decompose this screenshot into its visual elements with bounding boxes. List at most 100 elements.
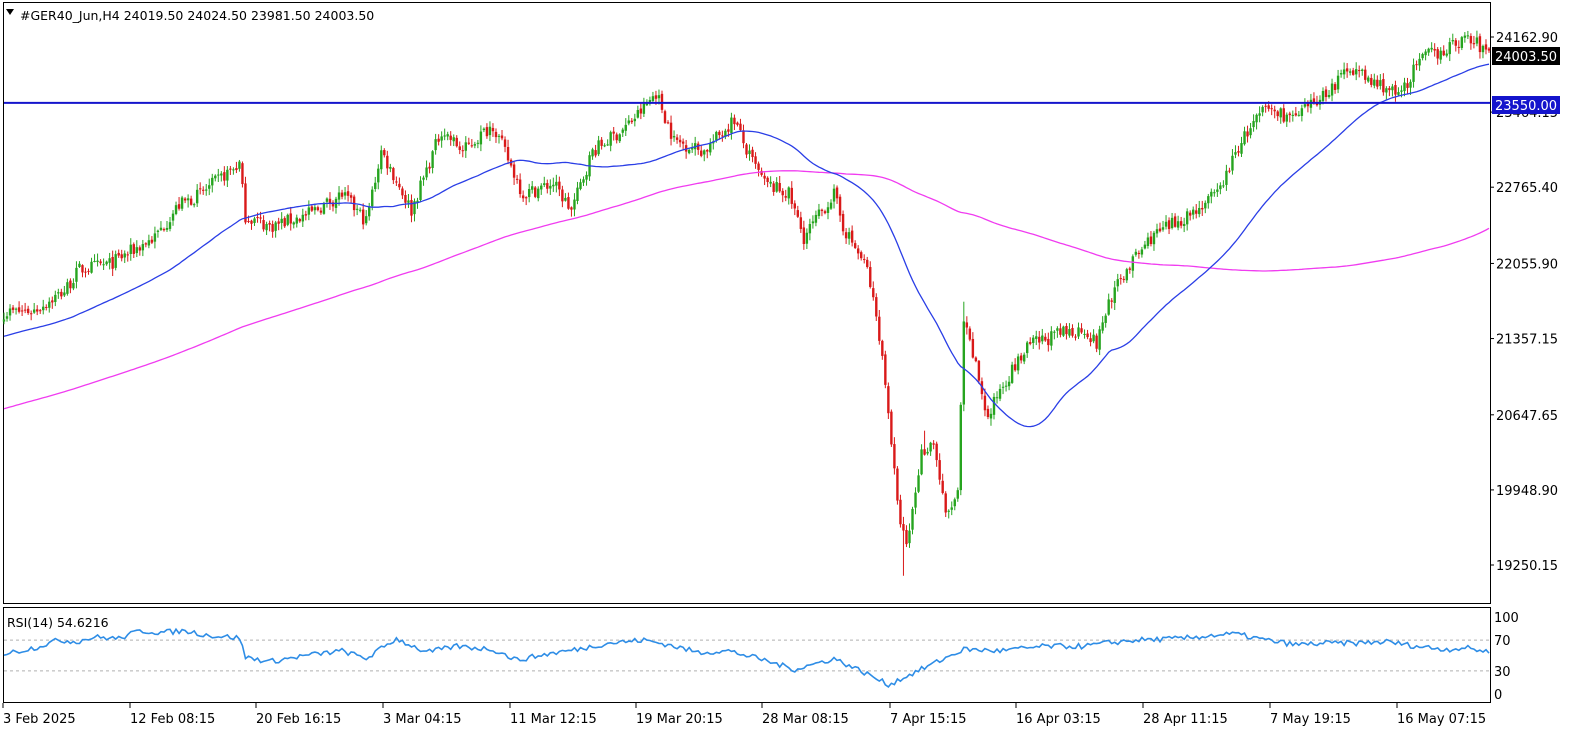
candle-body: [1469, 36, 1473, 44]
candle-body: [558, 181, 561, 190]
candle-body: [470, 145, 474, 147]
candle-body: [1400, 90, 1403, 92]
candle-body: [1170, 217, 1174, 229]
candle-body: [69, 280, 72, 289]
candle-body: [229, 168, 232, 170]
candle-body: [766, 177, 769, 183]
candle-body: [1358, 70, 1361, 72]
candle-body: [431, 151, 434, 168]
candle-body: [443, 135, 446, 137]
candle-body: [950, 507, 953, 510]
candle-body: [144, 243, 148, 245]
candle-body: [404, 195, 407, 203]
candle-body: [663, 111, 667, 123]
candle-body: [709, 143, 712, 153]
candle-body: [416, 200, 419, 203]
candle-body: [1007, 381, 1011, 387]
candle-body: [748, 150, 751, 155]
candle-body: [802, 227, 806, 245]
candle-body: [42, 306, 45, 311]
candle-body: [666, 122, 670, 124]
candle-body: [866, 259, 869, 267]
candle-body: [1421, 54, 1424, 59]
candle-body: [434, 139, 437, 151]
candle-body: [1022, 354, 1026, 362]
candle-body: [778, 182, 781, 192]
candle-body: [847, 232, 851, 239]
candle-body: [974, 357, 978, 362]
candle-body: [700, 150, 703, 156]
candle-body: [820, 209, 824, 212]
candle-body: [706, 150, 709, 152]
candle-body: [754, 156, 757, 164]
candle-body: [99, 261, 102, 264]
candle-body: [78, 263, 81, 268]
candle-body: [781, 190, 784, 196]
candle-body: [1188, 212, 1192, 216]
rsi-axis-label: 0: [1494, 688, 1502, 703]
candle-body: [923, 449, 926, 455]
candle-body: [491, 127, 495, 132]
candle-body: [609, 132, 612, 146]
candle-body: [1041, 335, 1044, 342]
candle-body: [552, 184, 555, 187]
candle-body: [177, 204, 181, 209]
candle-body: [223, 172, 226, 181]
candle-body: [17, 307, 21, 312]
candle-body: [186, 198, 190, 201]
candle-body: [935, 443, 938, 461]
candle-body: [844, 232, 848, 239]
candle-body: [512, 164, 516, 178]
candle-body: [630, 120, 634, 123]
price-axis-label: 21357.15: [1496, 333, 1558, 348]
candle-body: [346, 191, 350, 196]
candle-body: [349, 195, 353, 198]
candle-body: [226, 169, 229, 181]
horizontal-level-badge: [1492, 96, 1560, 114]
candle-body: [220, 173, 223, 176]
candle-body: [253, 218, 256, 223]
candle-body: [1327, 94, 1331, 97]
candle-body: [799, 217, 803, 229]
candle-body: [838, 196, 842, 216]
candle-body: [1415, 64, 1418, 66]
candle-body: [1083, 333, 1086, 335]
candle-body: [398, 183, 401, 188]
candle-body: [543, 183, 546, 186]
candle-body: [198, 188, 202, 190]
candle-body: [591, 149, 594, 157]
candle-body: [784, 196, 787, 198]
candle-body: [11, 307, 15, 310]
candle-body: [1430, 47, 1433, 50]
collapse-triangle-icon[interactable]: [6, 9, 14, 15]
candle-body: [1475, 37, 1479, 44]
candle-body: [531, 186, 534, 190]
candle-body: [947, 510, 950, 512]
candle-body: [1213, 192, 1216, 194]
candle-body: [1173, 216, 1177, 227]
candle-body: [195, 189, 199, 204]
candle-body: [455, 137, 458, 147]
candle-body: [1300, 108, 1304, 116]
candle-body: [111, 256, 114, 269]
candle-body: [422, 177, 425, 180]
time-axis: 3 Feb 2025 12 Feb 08:15 20 Feb 16:15 3 Mar …: [2, 703, 1486, 727]
candle-body: [494, 131, 498, 138]
candle-body: [467, 142, 471, 144]
price-axis-label: 22765.40: [1496, 181, 1558, 196]
candle-body: [1219, 185, 1222, 190]
candle-body: [585, 174, 588, 180]
candle-body: [319, 210, 323, 213]
candle-body: [1345, 68, 1349, 72]
rsi-axis-label: 100: [1494, 611, 1519, 626]
candle-body: [1089, 338, 1092, 343]
candle-body: [20, 310, 24, 312]
candle-body: [829, 202, 833, 209]
candle-body: [672, 136, 676, 138]
candle-body: [645, 103, 649, 106]
candle-body: [624, 124, 627, 131]
candle-body: [1484, 44, 1488, 50]
candle-body: [763, 175, 766, 179]
candle-body: [1113, 287, 1116, 303]
